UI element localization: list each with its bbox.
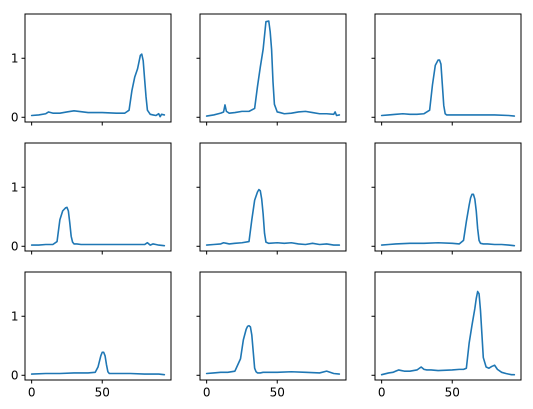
panel-3-2-x-tick-label: 50	[270, 386, 285, 400]
panel-2-3-series-line	[380, 193, 516, 247]
panel-3-2-series-line	[205, 324, 341, 375]
panel-2-1-series-line	[30, 206, 166, 247]
panel-1-1-y-tick-label: 0	[11, 111, 19, 125]
panel-1-2-series-line	[205, 20, 341, 117]
panel-3-3-x-tick-label: 0	[378, 386, 386, 400]
panel-2-1-axes-frame	[24, 142, 172, 252]
panel-3-3-axes-frame	[374, 271, 522, 381]
panel-3-3-series-line	[380, 290, 516, 376]
panel-2-2-axes-frame	[199, 142, 347, 252]
panel-3-1-y-tick-label: 0	[11, 369, 19, 383]
panel-1-1-axes-frame	[24, 13, 172, 123]
panel-1-2-axes-frame	[199, 13, 347, 123]
panel-1-3-series-line	[380, 59, 516, 117]
panel-2-1-y-tick-label: 0	[11, 240, 19, 254]
panel-3-1-x-tick-label: 50	[95, 386, 110, 400]
panel-2-1-y-tick-label: 1	[11, 181, 19, 195]
panel-3-1-y-tick-label: 1	[11, 310, 19, 324]
panel-3-1-axes-frame	[24, 271, 172, 381]
panel-2-2-series-line	[205, 188, 341, 246]
panel-3-2-x-tick-label: 0	[203, 386, 211, 400]
panel-3-1-series-line	[30, 351, 166, 376]
panel-3-3-x-tick-label: 50	[445, 386, 460, 400]
panel-3-1-x-tick-label: 0	[28, 386, 36, 400]
panel-1-1-series-line	[30, 53, 166, 118]
panel-1-3-axes-frame	[374, 13, 522, 123]
panel-1-1-y-tick-label: 1	[11, 52, 19, 66]
panel-2-3-axes-frame	[374, 142, 522, 252]
panel-3-2-axes-frame	[199, 271, 347, 381]
